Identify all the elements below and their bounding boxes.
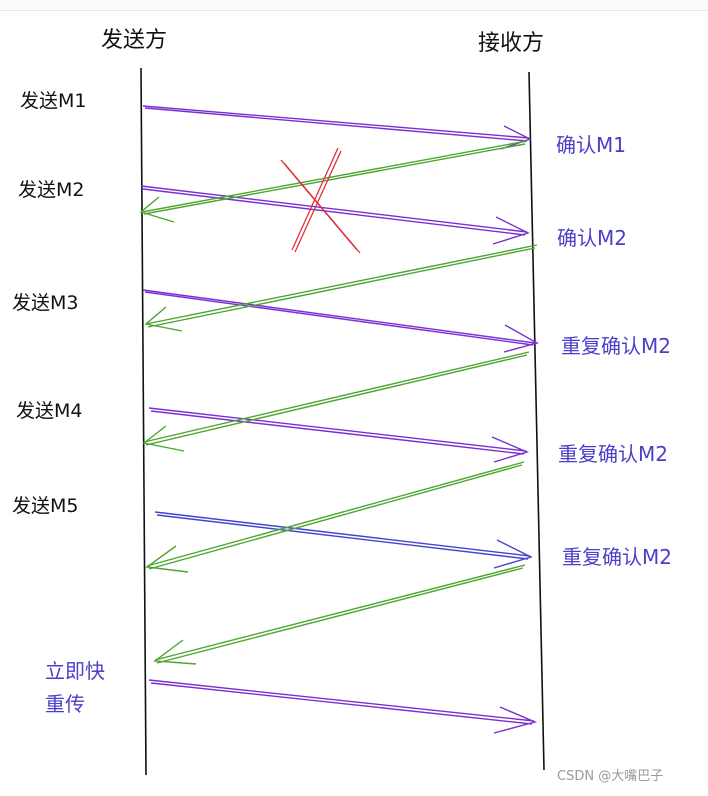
send-label-m1: 发送M1 [20, 90, 87, 112]
send-label-m4: 发送M4 [16, 400, 83, 422]
receiver-lifeline [528, 71, 545, 771]
dup-ack-label-1: 重复确认M2 [561, 334, 671, 358]
retransmit-note-line2: 重传 [45, 692, 85, 716]
data-arrow-retransmit [148, 679, 538, 734]
data-arrow-m3 [142, 289, 539, 353]
send-label-m2: 发送M2 [18, 179, 85, 201]
watermark: CSDN @大嘴巴子 [557, 769, 664, 784]
data-arrow-m4 [148, 407, 530, 463]
data-arrow-m1 [142, 105, 532, 150]
receiver-header: 接收方 [478, 31, 545, 56]
ack-label-m1: 确认M1 [556, 133, 626, 157]
data-arrow-m2 [140, 185, 530, 245]
top-border [0, 0, 708, 11]
sender-header: 发送方 [101, 28, 168, 53]
ack-arrow-m2 [144, 244, 538, 332]
lifelines [140, 67, 545, 776]
lost-packet-x-mark [280, 147, 361, 254]
data-arrow-m5 [154, 511, 533, 569]
ack-arrow-dup-1 [142, 351, 530, 452]
ack-arrow-dup-3 [153, 564, 526, 665]
send-label-m3: 发送M3 [12, 292, 79, 314]
dup-ack-label-3: 重复确认M2 [562, 545, 672, 569]
send-label-m5: 发送M5 [12, 495, 79, 517]
dup-ack-label-2: 重复确认M2 [558, 442, 668, 466]
ack-arrow-dup-2 [145, 461, 525, 573]
ack-arrow-m1 [139, 140, 528, 223]
sender-lifeline [140, 67, 147, 776]
ack-label-m2: 确认M2 [557, 226, 627, 250]
retransmit-note-line1: 立即快 [45, 659, 105, 683]
